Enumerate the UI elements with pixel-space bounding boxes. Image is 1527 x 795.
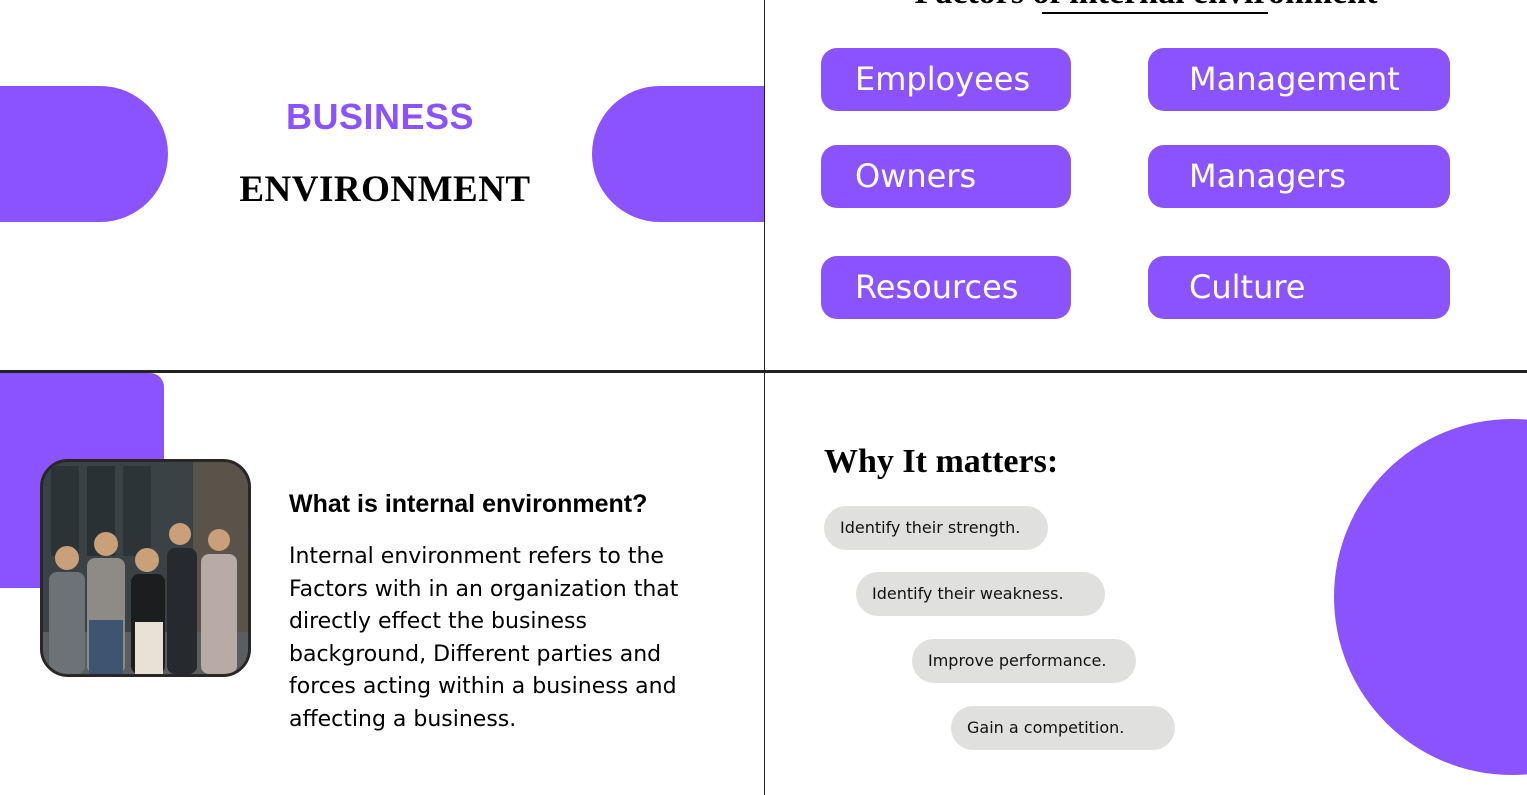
factors-heading: Factors of internal environment xyxy=(765,0,1527,12)
slide-why-it-matters[interactable]: Why It matters: Identify their strength.… xyxy=(765,373,1527,795)
paragraph-line: Internal environment refers to the xyxy=(289,544,664,569)
paragraph-line: directly effect the business xyxy=(289,609,587,634)
team-photo xyxy=(40,459,251,677)
factor-resources: Resources xyxy=(821,256,1071,319)
definition-paragraph: Internal environment refers to the Facto… xyxy=(289,541,729,736)
title-business: BUSINESS xyxy=(285,96,475,137)
paragraph-line: background, Different parties and xyxy=(289,641,662,667)
paragraph-line: Factors with in an organization that xyxy=(289,576,679,602)
definition-heading: What is internal environment? xyxy=(289,490,648,518)
heading-underline xyxy=(1042,12,1268,14)
why-heading: Why It matters: xyxy=(824,443,1059,480)
factor-management: Management xyxy=(1148,48,1450,111)
slide-factors[interactable]: Factors of internal environment Employee… xyxy=(765,0,1527,370)
horizontal-divider xyxy=(0,370,1527,373)
factor-owners: Owners xyxy=(821,145,1071,208)
slide-title[interactable]: BUSINESS ENVIRONMENT xyxy=(0,0,764,370)
vertical-divider xyxy=(764,0,765,795)
decorative-circle xyxy=(1334,419,1527,775)
factor-employees: Employees xyxy=(821,48,1071,111)
paragraph-line: forces acting within a business and xyxy=(289,674,677,699)
decorative-pill-left xyxy=(0,86,168,222)
title-environment: ENVIRONMENT xyxy=(239,169,531,210)
point-chip: Improve performance. xyxy=(912,639,1136,683)
slide-definition[interactable]: What is internal environment? Internal e… xyxy=(0,373,764,795)
point-chip: Gain a competition. xyxy=(951,706,1175,750)
factor-managers: Managers xyxy=(1148,145,1450,208)
point-chip: Identify their weakness. xyxy=(856,572,1105,616)
paragraph-line: affecting a business. xyxy=(289,706,517,732)
point-chip: Identify their strength. xyxy=(824,506,1048,550)
factor-culture: Culture xyxy=(1148,256,1450,319)
team-photo-illustration xyxy=(43,462,248,674)
decorative-pill-right xyxy=(592,86,764,222)
